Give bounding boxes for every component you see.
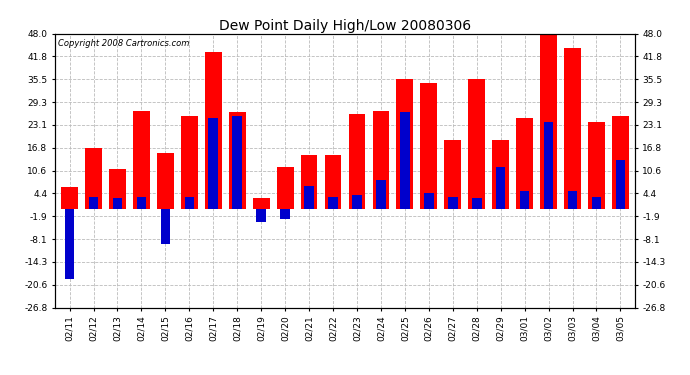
- Bar: [615, 160, 625, 209]
- Bar: [496, 167, 506, 209]
- Bar: [137, 196, 146, 209]
- Bar: [469, 80, 485, 209]
- Bar: [208, 118, 218, 209]
- Bar: [85, 148, 102, 209]
- Bar: [257, 209, 266, 222]
- Bar: [157, 153, 174, 209]
- Bar: [65, 209, 75, 279]
- Bar: [324, 154, 342, 209]
- Bar: [420, 83, 437, 209]
- Bar: [448, 196, 457, 209]
- Bar: [181, 116, 198, 209]
- Bar: [184, 196, 194, 209]
- Bar: [592, 196, 601, 209]
- Bar: [348, 114, 366, 209]
- Bar: [472, 198, 482, 209]
- Bar: [444, 140, 461, 209]
- Bar: [304, 186, 314, 209]
- Bar: [133, 111, 150, 209]
- Bar: [492, 140, 509, 209]
- Bar: [109, 169, 126, 209]
- Bar: [229, 112, 246, 209]
- Bar: [205, 52, 221, 209]
- Bar: [301, 154, 317, 209]
- Bar: [253, 198, 270, 209]
- Bar: [564, 48, 581, 209]
- Bar: [612, 116, 629, 209]
- Bar: [280, 209, 290, 219]
- Bar: [588, 122, 605, 209]
- Bar: [277, 167, 293, 209]
- Bar: [516, 118, 533, 209]
- Bar: [233, 116, 242, 209]
- Bar: [161, 209, 170, 244]
- Bar: [112, 198, 122, 209]
- Bar: [540, 34, 557, 209]
- Bar: [568, 191, 578, 209]
- Bar: [544, 122, 553, 209]
- Bar: [61, 188, 78, 209]
- Bar: [89, 196, 98, 209]
- Bar: [373, 111, 389, 209]
- Bar: [328, 196, 338, 209]
- Bar: [520, 191, 529, 209]
- Bar: [424, 193, 433, 209]
- Bar: [397, 80, 413, 209]
- Bar: [400, 112, 410, 209]
- Bar: [376, 180, 386, 209]
- Text: Copyright 2008 Cartronics.com: Copyright 2008 Cartronics.com: [58, 39, 190, 48]
- Title: Dew Point Daily High/Low 20080306: Dew Point Daily High/Low 20080306: [219, 19, 471, 33]
- Bar: [352, 195, 362, 209]
